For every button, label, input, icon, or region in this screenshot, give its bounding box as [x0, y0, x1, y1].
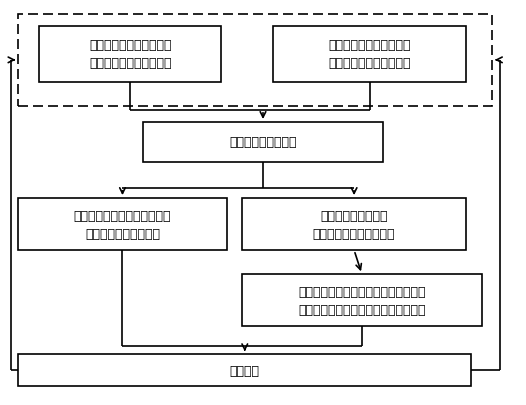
Text: 获取车辆纵向行驶速度、
质心侧偏角和横摆角速度: 获取车辆纵向行驶速度、 质心侧偏角和横摆角速度: [328, 39, 411, 70]
Bar: [18, 15, 492, 107]
Bar: [242, 198, 466, 250]
Text: 被控车辆: 被控车辆: [230, 364, 260, 377]
Text: 计算前轮前馈补偿控制转向角
和后轮前馈控制转向角: 计算前轮前馈补偿控制转向角 和后轮前馈控制转向角: [74, 209, 171, 240]
Bar: [143, 123, 383, 162]
Bar: [274, 27, 466, 83]
Text: 获取驾驶员方向盘转角，
换算得出参考前轮转向角: 获取驾驶员方向盘转角， 换算得出参考前轮转向角: [89, 39, 171, 70]
Text: 计算实际转向状态量
和理想转向状态量的偏差: 计算实际转向状态量 和理想转向状态量的偏差: [313, 209, 396, 240]
Text: 计算理想转向状态量: 计算理想转向状态量: [229, 136, 297, 149]
Bar: [39, 27, 221, 83]
Text: 基于线性二次型微分博弈计算前轮反馈
补偿控制转向角和后轮反馈控制转向角: 基于线性二次型微分博弈计算前轮反馈 补偿控制转向角和后轮反馈控制转向角: [298, 285, 426, 316]
Bar: [18, 198, 227, 250]
Bar: [18, 354, 471, 386]
Bar: [242, 275, 482, 326]
